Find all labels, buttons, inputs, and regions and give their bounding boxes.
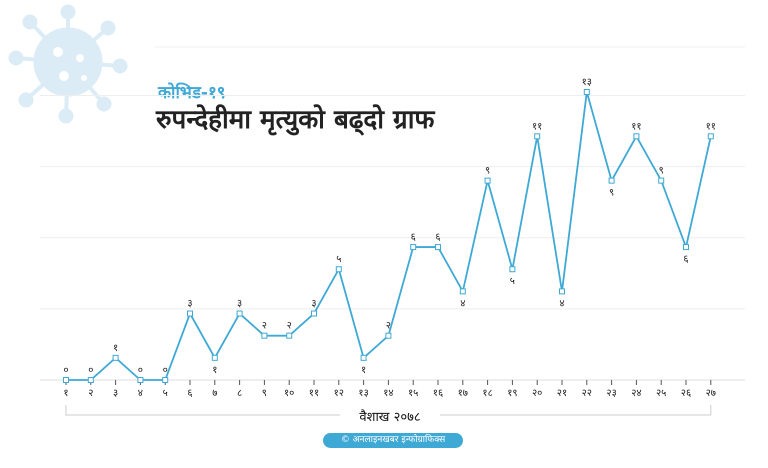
data-point: [633, 133, 640, 140]
data-point: [583, 89, 590, 95]
x-tick-label: १२: [334, 388, 344, 399]
data-label: ९: [659, 166, 664, 177]
data-label: ५: [336, 254, 341, 265]
credit-badge: © अनलाइनखबर इन्फोग्राफिक्स: [323, 433, 463, 448]
x-tick-label: २६: [681, 388, 691, 399]
data-label: ५: [510, 276, 515, 287]
x-tick-label: २५: [656, 388, 666, 399]
data-label: ६: [435, 232, 440, 243]
data-label: १: [113, 343, 118, 354]
x-axis-title: वैशाख २०७८: [359, 410, 421, 425]
data-point: [707, 133, 714, 140]
data-label: ६: [411, 232, 416, 243]
data-label: ११: [532, 121, 542, 132]
x-tick-label: ७: [212, 388, 217, 399]
x-tick-label: ४: [138, 388, 143, 399]
x-tick-label: १३: [358, 388, 368, 399]
data-label: ०: [163, 365, 168, 376]
x-tick-label: २४: [631, 388, 641, 399]
x-tick-label: १६: [433, 388, 443, 399]
x-tick-label: १४: [383, 388, 393, 399]
data-label: २: [287, 321, 292, 332]
data-point: [435, 244, 441, 251]
data-label: ४: [460, 298, 465, 309]
data-label: १: [361, 365, 366, 376]
x-tick-label: ६: [187, 388, 192, 399]
x-tick-label: २७: [706, 388, 716, 399]
data-point: [509, 266, 516, 273]
data-point: [162, 377, 169, 383]
data-point: [534, 133, 541, 140]
x-tick-label: २३: [606, 388, 616, 399]
data-label: ९: [485, 166, 490, 177]
data-label: ३: [187, 299, 192, 310]
data-point: [87, 377, 94, 383]
data-point: [484, 177, 491, 184]
data-point: [261, 332, 268, 339]
data-point: [658, 177, 665, 184]
data-label: ०: [138, 365, 143, 376]
data-point: [459, 288, 466, 295]
x-tick-label: १९: [507, 388, 517, 399]
data-point: [683, 244, 689, 251]
data-point: [211, 354, 218, 361]
data-point: [187, 310, 193, 317]
data-point: [286, 332, 293, 339]
x-tick-label: २१: [557, 388, 567, 399]
data-point: [559, 288, 565, 295]
data-label: २: [386, 321, 391, 332]
data-label: १: [212, 365, 217, 376]
data-label: ०: [63, 365, 68, 376]
x-tick-label: १: [63, 388, 68, 399]
page-title: रुपन्देहीमा मृत्युको बढ्दो ग्राफ: [156, 105, 435, 135]
x-tick-label: ९: [262, 388, 267, 399]
kicker-label: कोभिड-१९: [158, 83, 226, 103]
x-tick-label: १०: [284, 388, 294, 399]
x-tick-label: ८: [237, 388, 242, 399]
data-label: ३: [237, 299, 242, 310]
data-point: [385, 332, 392, 339]
x-axis-title-backdrop: [340, 406, 440, 424]
x-tick-label: ११: [309, 388, 319, 399]
data-label: ३: [311, 299, 316, 310]
data-label: ६: [683, 254, 688, 265]
coronavirus-icon: [8, 4, 128, 124]
data-label: ४: [559, 298, 564, 309]
data-label: ११: [706, 121, 716, 132]
x-tick-label: २२: [582, 388, 592, 399]
data-point: [608, 177, 615, 184]
data-label: १३: [582, 77, 592, 88]
data-point: [112, 354, 119, 361]
data-label: ९: [609, 188, 614, 199]
data-point: [311, 310, 317, 317]
x-tick-label: १७: [458, 388, 468, 399]
data-point: [360, 354, 367, 361]
x-tick-label: २: [88, 388, 93, 399]
data-point: [236, 310, 243, 317]
x-tick-label: १८: [482, 388, 492, 399]
x-tick-label: ३: [113, 388, 118, 399]
data-label: २: [262, 321, 267, 332]
data-label: ०: [88, 365, 93, 376]
x-tick-label: २०: [532, 388, 542, 399]
x-tick-label: १५: [408, 388, 418, 399]
data-point: [335, 266, 342, 273]
data-point: [63, 377, 69, 383]
x-tick-label: ५: [163, 388, 168, 399]
data-label: ११: [631, 121, 641, 132]
data-point: [410, 244, 417, 251]
data-point: [137, 377, 144, 383]
